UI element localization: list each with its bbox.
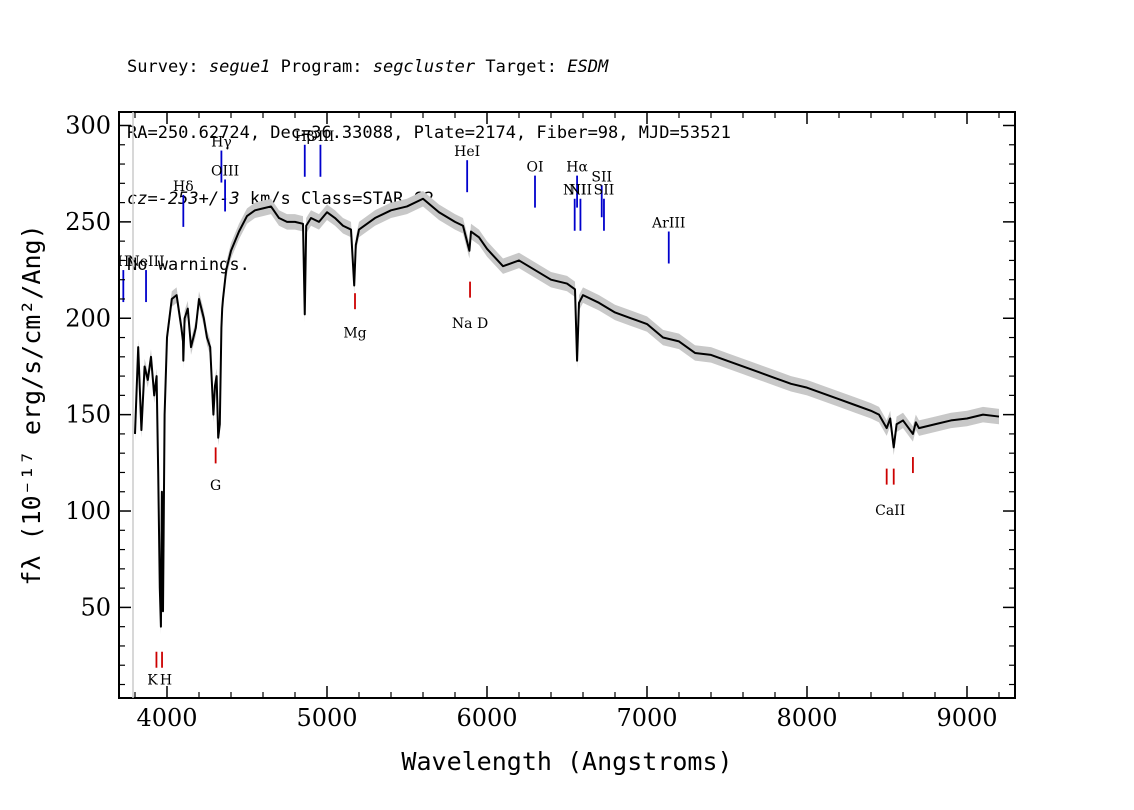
x-tick-label: 4000 xyxy=(136,704,197,732)
absorption-line-label: CaII xyxy=(875,503,905,519)
spectrum-series-layer xyxy=(134,197,1000,628)
emission-line-label: NII xyxy=(563,183,586,199)
error-band xyxy=(135,191,999,635)
y-tick-label: 50 xyxy=(80,593,111,621)
y-tick-label: 300 xyxy=(65,111,111,139)
x-axis-title: Wavelength (Angstroms) xyxy=(401,747,732,776)
plot-frame xyxy=(118,111,1016,699)
spectral-lines-layer: HNeIIIHδHγOIIIHβOIIIHeIOINIIHαNIISIISIIA… xyxy=(117,129,914,689)
absorption-line-label: K xyxy=(147,673,158,689)
absorption-line-label: Mg xyxy=(343,326,366,342)
absorption-line-label: G xyxy=(210,478,221,494)
header-line-survey: Survey: segue1 Program: segcluster Targe… xyxy=(127,56,731,78)
y-tick-label: 100 xyxy=(65,497,111,525)
emission-line-label: Hγ xyxy=(211,135,232,151)
absorption-line-label: H xyxy=(160,673,172,689)
emission-line-label: Hα xyxy=(566,160,588,176)
x-tick-label: 9000 xyxy=(936,704,997,732)
target-label: Target: xyxy=(485,57,557,77)
emission-line-label: NII xyxy=(569,183,592,199)
emission-line-label: SII xyxy=(594,183,615,199)
emission-line-label: OI xyxy=(526,160,543,176)
survey-value: segue1 xyxy=(208,57,271,77)
error-band-layer xyxy=(135,191,999,635)
program-value: segcluster xyxy=(372,57,476,77)
emission-line-label: OIII xyxy=(211,163,239,179)
y-tick-label: 250 xyxy=(65,208,111,236)
program-label: Program: xyxy=(280,57,363,77)
target-value: ESDM xyxy=(567,57,609,77)
x-tick-label: 6000 xyxy=(456,704,517,732)
x-tick-label: 8000 xyxy=(776,704,837,732)
emission-line-label: Hδ xyxy=(173,179,194,195)
y-tick-label: 150 xyxy=(65,401,111,429)
axes-layer: 4000 5000 6000 7000 8000 9000 50 100 150 200 250 30… xyxy=(65,111,1015,732)
x-tick-label: 5000 xyxy=(296,704,357,732)
emission-line-label: SII xyxy=(591,169,612,185)
emission-line-label: ArIII xyxy=(651,216,685,232)
x-tick-label: 7000 xyxy=(616,704,677,732)
emission-line-label: NeIII xyxy=(127,254,164,270)
spectrum-line xyxy=(134,197,1000,628)
spectrum-header: Survey: segue1 Program: segcluster Targe… xyxy=(127,12,731,298)
absorption-line-label: Na D xyxy=(452,316,488,332)
y-tick-label: 200 xyxy=(65,304,111,332)
emission-line-label: HeI xyxy=(454,144,480,160)
emission-line-label: OIII xyxy=(306,129,334,145)
emission-line-label: Hβ xyxy=(295,129,315,145)
survey-label: Survey: xyxy=(127,57,199,77)
emission-line-label: H xyxy=(117,254,129,270)
y-axis-title: fλ (10⁻¹⁷ erg/s/cm²/Ang) xyxy=(17,224,46,585)
header-line-coordinates: RA=250.62724, Dec=36.33088, Plate=2174, … xyxy=(127,123,731,143)
